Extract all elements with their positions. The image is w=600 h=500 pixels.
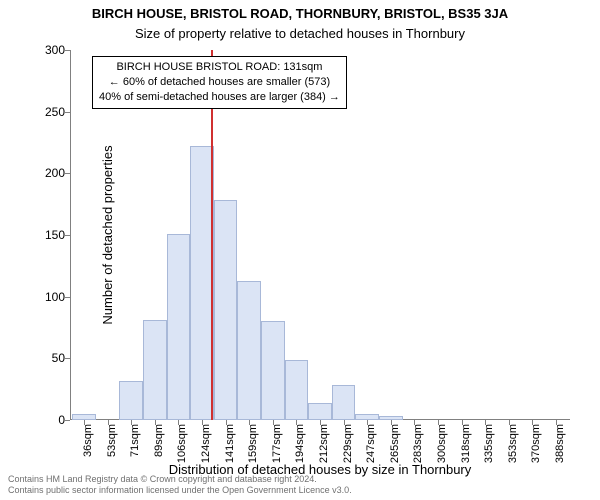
- histogram-bar: [119, 381, 143, 420]
- annotation-line-1: BIRCH HOUSE BRISTOL ROAD: 131sqm: [99, 60, 340, 75]
- x-tick-label: 177sqm: [271, 424, 283, 463]
- histogram-bar: [214, 200, 238, 420]
- histogram-bar: [261, 321, 285, 420]
- y-tick-mark: [65, 358, 70, 359]
- chart-plot-area: BIRCH HOUSE BRISTOL ROAD: 131sqm ← 60% o…: [70, 50, 570, 420]
- x-tick-label: 318sqm: [460, 424, 472, 463]
- x-tick-label: 89sqm: [153, 424, 165, 457]
- y-tick-label: 300: [45, 43, 65, 57]
- annotation-box: BIRCH HOUSE BRISTOL ROAD: 131sqm ← 60% o…: [92, 56, 347, 109]
- x-tick-label: 283sqm: [412, 424, 424, 463]
- histogram-bar: [332, 385, 356, 420]
- y-tick-mark: [65, 112, 70, 113]
- y-tick-label: 250: [45, 105, 65, 119]
- y-tick-label: 0: [58, 413, 65, 427]
- x-tick-label: 212sqm: [318, 424, 330, 463]
- x-tick-label: 124sqm: [200, 424, 212, 463]
- footer-attribution: Contains HM Land Registry data © Crown c…: [8, 474, 352, 496]
- histogram-bar: [167, 234, 191, 420]
- histogram-bar: [190, 146, 214, 420]
- x-tick-label: 36sqm: [82, 424, 94, 457]
- y-tick-label: 200: [45, 166, 65, 180]
- x-tick-label: 194sqm: [294, 424, 306, 463]
- histogram-bar: [237, 281, 261, 420]
- annotation-line-3: 40% of semi-detached houses are larger (…: [99, 90, 340, 105]
- x-tick-label: 300sqm: [436, 424, 448, 463]
- chart-title-address: BIRCH HOUSE, BRISTOL ROAD, THORNBURY, BR…: [0, 6, 600, 21]
- x-tick-label: 106sqm: [176, 424, 188, 463]
- y-tick-label: 150: [45, 228, 65, 242]
- x-tick-label: 71sqm: [129, 424, 141, 457]
- histogram-bar: [143, 320, 167, 420]
- y-tick-mark: [65, 235, 70, 236]
- x-tick-label: 353sqm: [507, 424, 519, 463]
- histogram-bar: [308, 403, 332, 420]
- y-axis-label-container: Number of detached properties: [18, 50, 32, 420]
- y-tick-label: 50: [52, 351, 65, 365]
- x-tick-label: 247sqm: [365, 424, 377, 463]
- annotation-line-2: ← 60% of detached houses are smaller (57…: [99, 75, 340, 90]
- x-tick-label: 388sqm: [554, 424, 566, 463]
- x-tick-label: 370sqm: [530, 424, 542, 463]
- x-tick-label: 265sqm: [389, 424, 401, 463]
- x-tick-label: 53sqm: [106, 424, 118, 457]
- y-tick-mark: [65, 50, 70, 51]
- x-tick-label: 335sqm: [483, 424, 495, 463]
- y-tick-mark: [65, 173, 70, 174]
- x-tick-label: 141sqm: [224, 424, 236, 463]
- x-tick-label: 229sqm: [342, 424, 354, 463]
- footer-line-2: Contains public sector information licen…: [8, 485, 352, 496]
- y-tick-mark: [65, 297, 70, 298]
- y-tick-mark: [65, 420, 70, 421]
- footer-line-1: Contains HM Land Registry data © Crown c…: [8, 474, 352, 485]
- y-tick-label: 100: [45, 290, 65, 304]
- histogram-bar: [285, 360, 309, 420]
- chart-title-subtitle: Size of property relative to detached ho…: [0, 26, 600, 41]
- x-tick-label: 159sqm: [247, 424, 259, 463]
